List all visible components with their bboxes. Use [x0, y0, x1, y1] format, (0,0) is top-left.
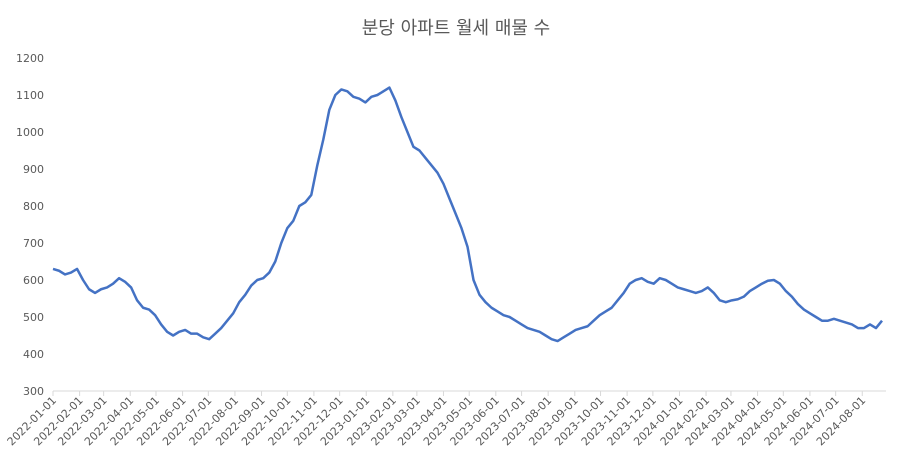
y-tick-label: 800 [23, 200, 44, 213]
y-tick-label: 500 [23, 311, 44, 324]
y-tick-label: 400 [23, 348, 44, 361]
chart-title: 분당 아파트 월세 매물 수 [362, 18, 551, 39]
y-tick-label: 700 [23, 237, 44, 250]
y-tick-label: 1100 [16, 89, 44, 102]
data-line [52, 86, 883, 343]
y-tick-label: 900 [23, 163, 44, 176]
y-tick-label: 300 [23, 385, 44, 398]
y-tick-label: 1200 [16, 52, 44, 65]
y-tick-label: 600 [23, 274, 44, 287]
y-tick-label: 1000 [16, 126, 44, 139]
